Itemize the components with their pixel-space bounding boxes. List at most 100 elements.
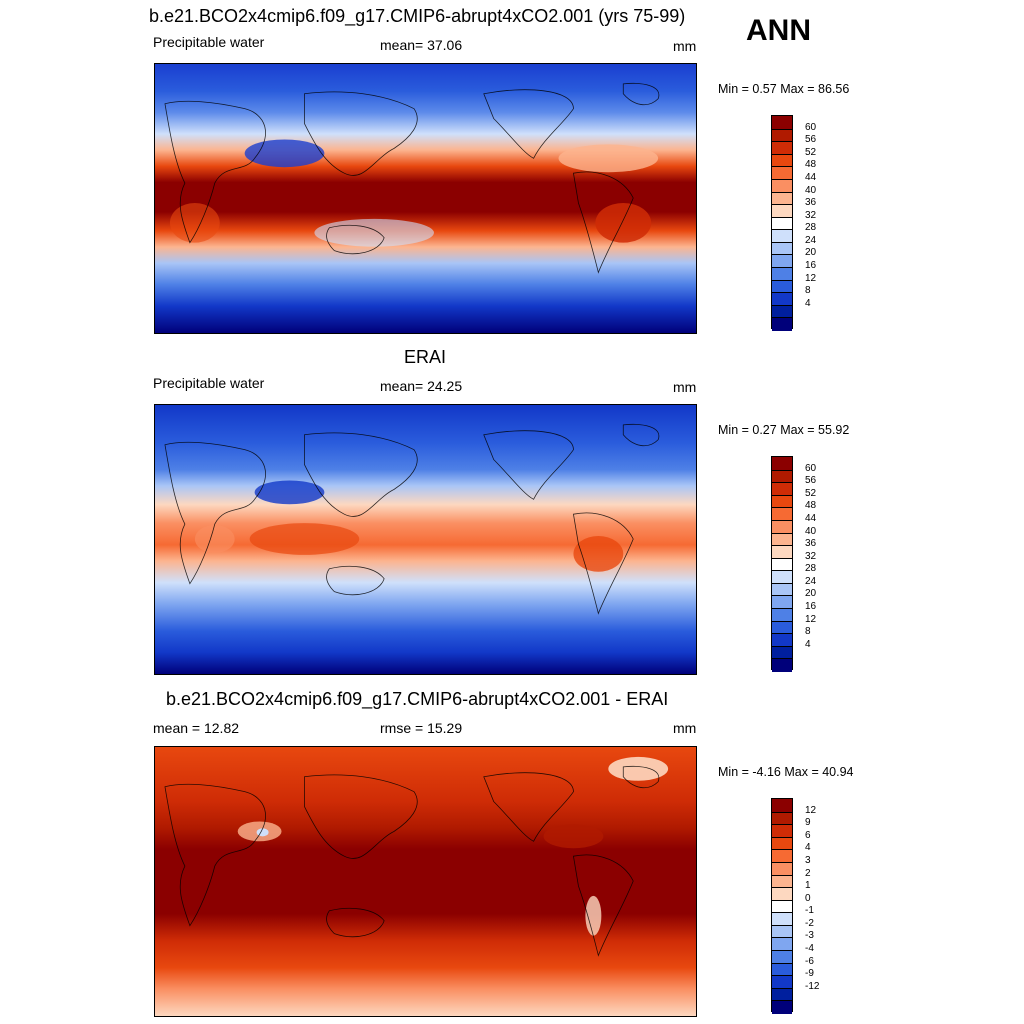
colorbar-segment (772, 241, 792, 256)
colorbar-tick-label: 32 (805, 550, 817, 562)
colorbar-segment (772, 950, 792, 965)
panel1-minmax: Min = 0.57 Max = 86.56 (718, 82, 850, 96)
colorbar-tick-label: 8 (805, 626, 811, 638)
colorbar-tick-label: 24 (805, 575, 817, 587)
colorbar-segment (772, 254, 792, 269)
colorbar-segment (772, 899, 792, 914)
colorbar-tick-label: 4 (805, 842, 811, 854)
panel3-title: b.e21.BCO2x4cmip6.f09_g17.CMIP6-abrupt4x… (166, 689, 669, 709)
colorbar-tick-label: 24 (805, 234, 817, 246)
colorbar-segment (772, 532, 792, 547)
colorbar-tick-label: -2 (805, 917, 814, 929)
colorbar-tick-label: 1 (805, 880, 811, 892)
colorbar-segment (772, 975, 792, 990)
colorbar-segment (772, 633, 792, 648)
panel1-title: b.e21.BCO2x4cmip6.f09_g17.CMIP6-abrupt4x… (149, 6, 686, 26)
colorbar-tick-label: 28 (805, 222, 817, 234)
panel3-colorbar (771, 798, 793, 1015)
colorbar-tick-label: 3 (805, 854, 811, 866)
colorbar-segment (772, 267, 792, 282)
colorbar-tick-label: -1 (805, 905, 814, 917)
colorbar-tick-label: 4 (805, 297, 811, 309)
colorbar-segment (772, 582, 792, 597)
colorbar-tick-label: -9 (805, 968, 814, 980)
panel1-units-label: mm (673, 38, 697, 54)
panel3-units-label: mm (673, 720, 697, 736)
colorbar-segment (772, 153, 792, 168)
panel2-map-svg (155, 405, 696, 674)
colorbar-segment (772, 1000, 792, 1015)
panel1-colorbar (771, 115, 793, 332)
colorbar-segment (772, 658, 792, 673)
colorbar-segment (772, 924, 792, 939)
colorbar-segment (772, 507, 792, 522)
colorbar-segment (772, 811, 792, 826)
colorbar-tick-label: 20 (805, 588, 817, 600)
colorbar-tick-label: 48 (805, 159, 817, 171)
colorbar-tick-label: 12 (805, 613, 817, 625)
colorbar-segment (772, 457, 792, 471)
colorbar-segment (772, 166, 792, 181)
colorbar-segment (772, 141, 792, 156)
colorbar-tick-label: 16 (805, 601, 817, 613)
colorbar-tick-label: -4 (805, 943, 814, 955)
panel2-colorbar (771, 456, 793, 673)
colorbar-segment (772, 317, 792, 332)
colorbar-segment (772, 494, 792, 509)
colorbar-segment (772, 229, 792, 244)
colorbar-tick-label: -6 (805, 955, 814, 967)
panel1-map-svg (155, 64, 696, 333)
colorbar-segment (772, 304, 792, 319)
colorbar-segment (772, 216, 792, 231)
panel2-mean-label: mean= 24.25 (380, 378, 463, 394)
colorbar-tick-label: 56 (805, 475, 817, 487)
panel3-mean-label: mean = 12.82 (153, 720, 240, 736)
colorbar-segment (772, 178, 792, 194)
panel2-map (154, 404, 697, 675)
panel3-map (154, 746, 697, 1017)
colorbar-tick-label: 48 (805, 500, 817, 512)
colorbar-tick-label: 20 (805, 247, 817, 259)
colorbar-segment (772, 469, 792, 484)
colorbar-tick-label: -3 (805, 930, 814, 942)
colorbar-tick-label: 8 (805, 285, 811, 297)
colorbar-tick-label: 52 (805, 487, 817, 499)
colorbar-segment (772, 279, 792, 294)
panel2-variable-label: Precipitable water (153, 375, 265, 391)
colorbar-tick-label: 44 (805, 512, 817, 524)
colorbar-segment (772, 849, 792, 864)
colorbar-tick-label: 52 (805, 146, 817, 158)
colorbar-segment (772, 482, 792, 497)
panel3-minmax: Min = -4.16 Max = 40.94 (718, 765, 854, 779)
colorbar-segment (772, 191, 792, 206)
colorbar-tick-label: 9 (805, 817, 811, 829)
panel1-mean-label: mean= 37.06 (380, 37, 463, 53)
colorbar-segment (772, 128, 792, 143)
colorbar-segment (772, 608, 792, 623)
colorbar-segment (772, 912, 792, 927)
colorbar-tick-label: 0 (805, 892, 811, 904)
colorbar-segment (772, 557, 792, 572)
colorbar-segment (772, 645, 792, 660)
colorbar-tick-label: 28 (805, 563, 817, 575)
panel1-variable-label: Precipitable water (153, 34, 265, 50)
colorbar-segment (772, 116, 792, 130)
colorbar-tick-label: 16 (805, 260, 817, 272)
colorbar-tick-label: 4 (805, 638, 811, 650)
colorbar-tick-label: 12 (805, 804, 817, 816)
colorbar-segment (772, 987, 792, 1002)
colorbar-segment (772, 519, 792, 535)
colorbar-tick-label: 40 (805, 184, 817, 196)
colorbar-tick-label: 32 (805, 209, 817, 221)
panel2-minmax: Min = 0.27 Max = 55.92 (718, 423, 850, 437)
colorbar-segment (772, 824, 792, 839)
colorbar-tick-label: 60 (805, 121, 817, 133)
colorbar-tick-label: 40 (805, 525, 817, 537)
colorbar-segment (772, 570, 792, 585)
panel2-units-label: mm (673, 379, 697, 395)
colorbar-segment (772, 937, 792, 952)
colorbar-segment (772, 861, 792, 877)
colorbar-segment (772, 545, 792, 560)
panel1-map (154, 63, 697, 334)
colorbar-segment (772, 874, 792, 889)
